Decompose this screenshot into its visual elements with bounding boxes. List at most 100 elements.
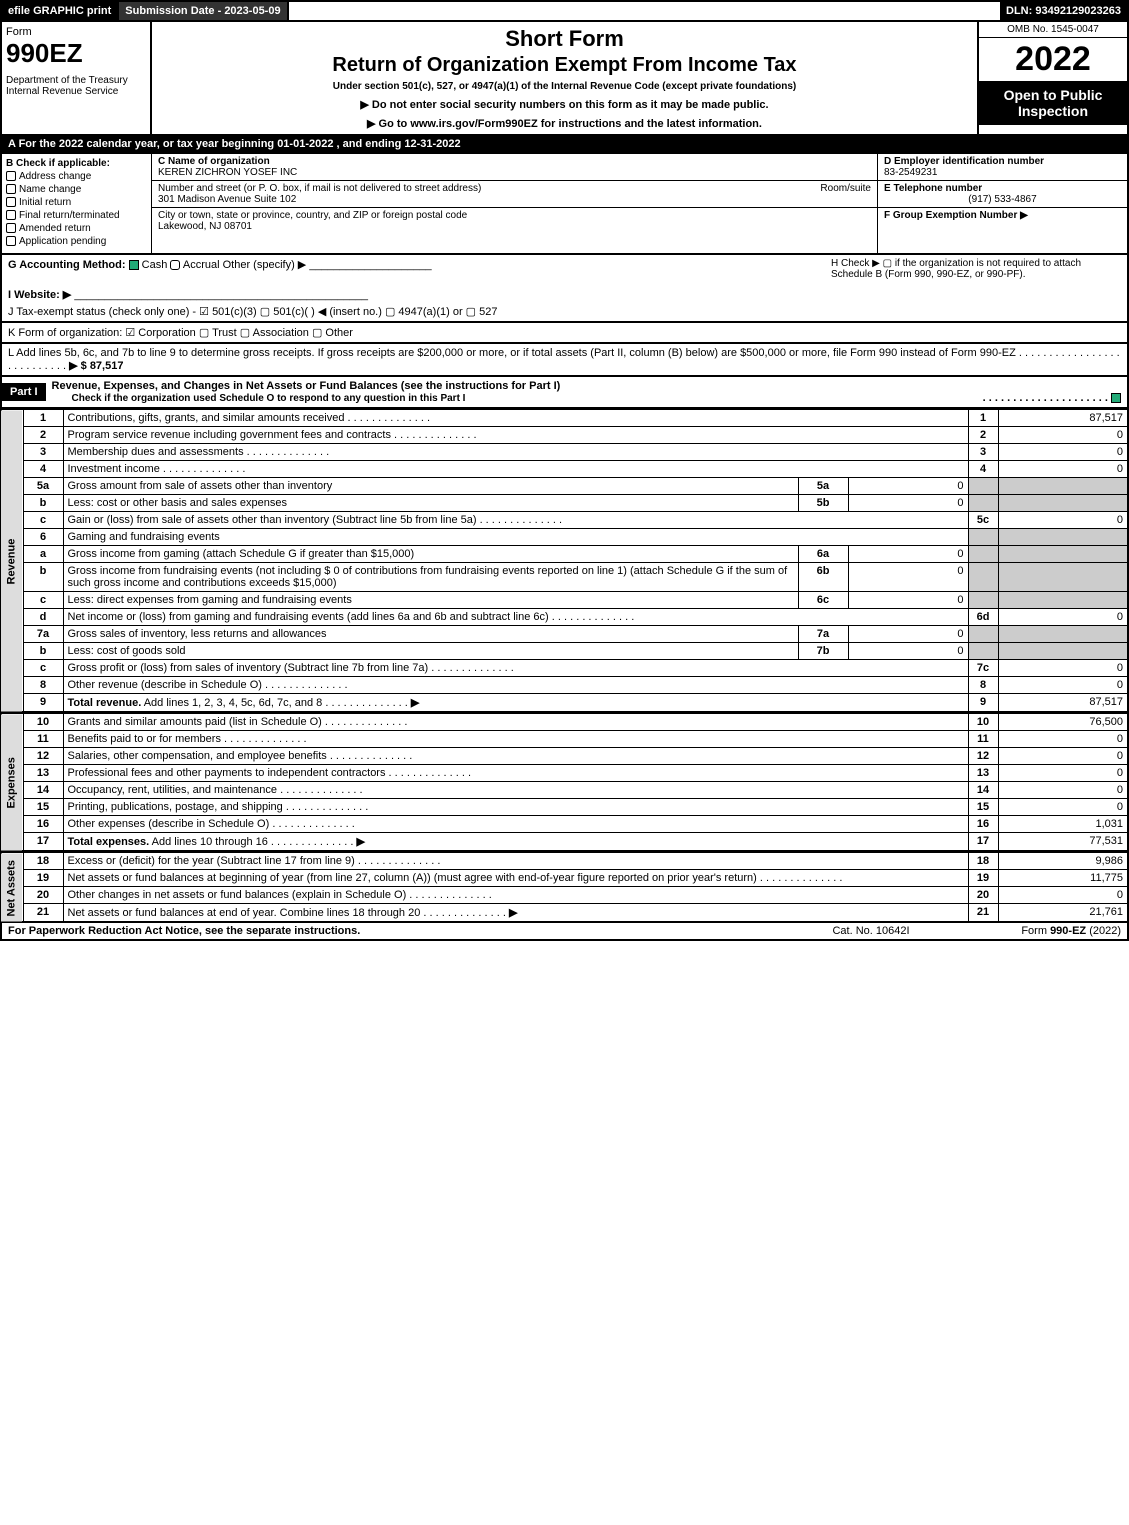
- table-row: bGross income from fundraising events (n…: [1, 563, 1128, 592]
- department-label: Department of the Treasury Internal Reve…: [6, 75, 146, 97]
- line-number: 3: [23, 444, 63, 461]
- header-middle: Short Form Return of Organization Exempt…: [152, 22, 977, 134]
- cb-pending: Application pending: [6, 236, 147, 247]
- line-number: 18: [23, 853, 63, 870]
- amount: 9,986: [998, 853, 1128, 870]
- amount: 11,775: [998, 870, 1128, 887]
- table-row: 17Total expenses. Add lines 10 through 1…: [1, 833, 1128, 852]
- right-line-number: 17: [968, 833, 998, 852]
- room-label: Room/suite: [820, 183, 871, 194]
- right-line-number: 14: [968, 782, 998, 799]
- cash-checkbox-icon: [129, 260, 139, 270]
- table-row: bLess: cost or other basis and sales exp…: [1, 495, 1128, 512]
- line-description: Printing, publications, postage, and shi…: [63, 799, 968, 816]
- right-line-number: 4: [968, 461, 998, 478]
- amount: 0: [998, 609, 1128, 626]
- column-c: C Name of organization KEREN ZICHRON YOS…: [152, 154, 877, 253]
- line-description: Total expenses. Add lines 10 through 16 …: [63, 833, 968, 852]
- amount: 1,031: [998, 816, 1128, 833]
- table-row: cLess: direct expenses from gaming and f…: [1, 592, 1128, 609]
- efile-label[interactable]: efile GRAPHIC print: [2, 2, 119, 20]
- sub-line-number: 6c: [798, 592, 848, 609]
- column-b: B Check if applicable: Address change Na…: [2, 154, 152, 253]
- line-number: 2: [23, 427, 63, 444]
- line-number: 8: [23, 677, 63, 694]
- part1-label: Part I: [2, 383, 46, 401]
- part1-table: Revenue1Contributions, gifts, grants, an…: [0, 409, 1129, 713]
- line-number: 16: [23, 816, 63, 833]
- line-number: 17: [23, 833, 63, 852]
- line-description: Gross profit or (loss) from sales of inv…: [63, 660, 968, 677]
- form-header: Form 990EZ Department of the Treasury In…: [0, 22, 1129, 136]
- line-number: 20: [23, 887, 63, 904]
- amount: 0: [998, 660, 1128, 677]
- right-line-number: 20: [968, 887, 998, 904]
- sub-amount: 0: [848, 478, 968, 495]
- amount: 0: [998, 799, 1128, 816]
- sub-line-number: 5b: [798, 495, 848, 512]
- table-row: 2Program service revenue including gover…: [1, 427, 1128, 444]
- line-number: c: [23, 660, 63, 677]
- line-number: b: [23, 643, 63, 660]
- amount: 87,517: [998, 410, 1128, 427]
- line-description: Less: cost of goods sold: [63, 643, 798, 660]
- line-description: Grants and similar amounts paid (list in…: [63, 714, 968, 731]
- table-row: 13Professional fees and other payments t…: [1, 765, 1128, 782]
- amount: 0: [998, 427, 1128, 444]
- topbar-spacer: [289, 2, 1000, 20]
- footer-left: For Paperwork Reduction Act Notice, see …: [8, 925, 771, 937]
- part1-header: Part I Revenue, Expenses, and Changes in…: [0, 377, 1129, 409]
- table-row: 3Membership dues and assessments . . . .…: [1, 444, 1128, 461]
- line-j: J Tax-exempt status (check only one) - ☑…: [8, 305, 1121, 318]
- right-line-number: 6d: [968, 609, 998, 626]
- line-description: Contributions, gifts, grants, and simila…: [63, 410, 968, 427]
- line-number: 5a: [23, 478, 63, 495]
- line-description: Benefits paid to or for members . . . . …: [63, 731, 968, 748]
- table-row: Expenses10Grants and similar amounts pai…: [1, 714, 1128, 731]
- group-exempt-label: F Group Exemption Number ▶: [884, 210, 1028, 221]
- phone-value: (917) 533-4867: [884, 194, 1121, 205]
- section-vertical-label: Expenses: [1, 714, 23, 852]
- line-description: Membership dues and assessments . . . . …: [63, 444, 968, 461]
- line-number: 9: [23, 694, 63, 713]
- line-number: 7a: [23, 626, 63, 643]
- sub-amount: 0: [848, 626, 968, 643]
- street-value: 301 Madison Avenue Suite 102: [158, 194, 296, 205]
- org-name-label: C Name of organization: [158, 156, 270, 167]
- header-left: Form 990EZ Department of the Treasury In…: [2, 22, 152, 134]
- right-line-number: 9: [968, 694, 998, 713]
- table-row: 5aGross amount from sale of assets other…: [1, 478, 1128, 495]
- line-number: d: [23, 609, 63, 626]
- table-row: Net Assets18Excess or (deficit) for the …: [1, 853, 1128, 870]
- sub-amount: 0: [848, 643, 968, 660]
- form-number: 990EZ: [6, 38, 146, 69]
- info-grid: B Check if applicable: Address change Na…: [0, 154, 1129, 255]
- sub-line-number: 7a: [798, 626, 848, 643]
- org-name-row: C Name of organization KEREN ZICHRON YOS…: [152, 154, 877, 181]
- line-number: 4: [23, 461, 63, 478]
- amount: 0: [998, 444, 1128, 461]
- line-number: b: [23, 563, 63, 592]
- line-number: c: [23, 592, 63, 609]
- line-number: 12: [23, 748, 63, 765]
- table-row: Revenue1Contributions, gifts, grants, an…: [1, 410, 1128, 427]
- right-line-number: 21: [968, 904, 998, 923]
- line-number: 21: [23, 904, 63, 923]
- table-row: dNet income or (loss) from gaming and fu…: [1, 609, 1128, 626]
- amount: 77,531: [998, 833, 1128, 852]
- table-row: 15Printing, publications, postage, and s…: [1, 799, 1128, 816]
- submission-date: Submission Date - 2023-05-09: [119, 2, 288, 20]
- line-description: Other expenses (describe in Schedule O) …: [63, 816, 968, 833]
- table-row: 8Other revenue (describe in Schedule O) …: [1, 677, 1128, 694]
- line-description: Total revenue. Add lines 1, 2, 3, 4, 5c,…: [63, 694, 968, 713]
- sub-line-number: 5a: [798, 478, 848, 495]
- omb-number: OMB No. 1545-0047: [979, 22, 1127, 38]
- line-number: 13: [23, 765, 63, 782]
- top-bar: efile GRAPHIC print Submission Date - 20…: [0, 0, 1129, 22]
- expenses-table: Expenses10Grants and similar amounts pai…: [0, 713, 1129, 852]
- line-number: 19: [23, 870, 63, 887]
- table-row: 7aGross sales of inventory, less returns…: [1, 626, 1128, 643]
- table-row: 19Net assets or fund balances at beginni…: [1, 870, 1128, 887]
- sub-line-number: 6a: [798, 546, 848, 563]
- line-description: Excess or (deficit) for the year (Subtra…: [63, 853, 968, 870]
